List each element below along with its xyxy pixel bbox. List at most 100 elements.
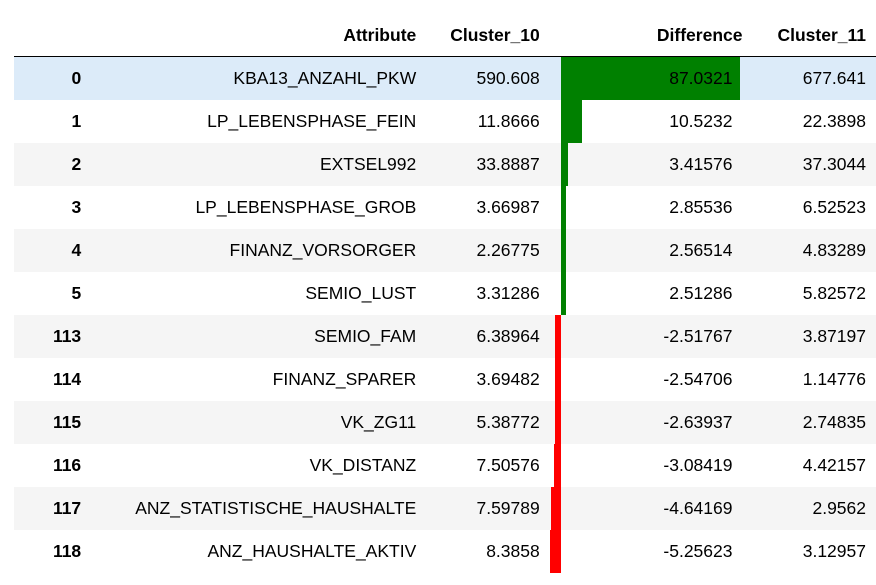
cell-cluster-11: 1.14776 <box>752 357 876 401</box>
table-row: 116 VK_DISTANZ 7.50576 -3.08419 4.42157 <box>14 443 876 487</box>
row-index: 113 <box>14 314 92 358</box>
difference-bar-negative <box>555 357 561 401</box>
difference-bar-positive <box>560 271 566 315</box>
cell-cluster-10: 590.608 <box>426 56 550 100</box>
difference-value: -2.54706 <box>663 368 733 389</box>
cell-difference: -2.54706 <box>549 357 753 401</box>
cell-cluster-11: 5.82572 <box>752 271 876 315</box>
difference-bar-negative <box>549 529 561 573</box>
cell-difference: -2.63937 <box>549 400 753 444</box>
row-index: 115 <box>14 400 92 444</box>
cell-cluster-10: 3.66987 <box>426 185 550 229</box>
cell-cluster-11: 3.87197 <box>752 314 876 358</box>
cell-difference: 2.56514 <box>549 228 753 272</box>
difference-value: 2.56514 <box>669 239 733 260</box>
table-row: 1 LP_LEBENSPHASE_FEIN 11.8666 10.5232 22.389… <box>14 99 876 143</box>
cell-attribute: ANZ_STATISTISCHE_HAUSHALTE <box>91 486 427 530</box>
header-row: Attribute Cluster_10 Difference Cluster_… <box>14 14 876 57</box>
cell-attribute: ANZ_HAUSHALTE_AKTIV <box>91 529 427 573</box>
cell-cluster-10: 2.26775 <box>426 228 550 272</box>
cell-attribute: VK_DISTANZ <box>91 443 427 487</box>
cell-attribute: VK_ZG11 <box>91 400 427 444</box>
difference-value: 10.5232 <box>669 110 733 131</box>
table-row: 118 ANZ_HAUSHALTE_AKTIV 8.3858 -5.25623 3.12… <box>14 529 876 573</box>
cell-attribute: SEMIO_FAM <box>91 314 427 358</box>
header-cluster-11: Cluster_11 <box>752 14 876 57</box>
cell-cluster-10: 6.38964 <box>426 314 550 358</box>
cell-difference: 87.0321 <box>549 56 753 100</box>
row-index: 1 <box>14 99 92 143</box>
cell-cluster-11: 3.12957 <box>752 529 876 573</box>
row-index: 3 <box>14 185 92 229</box>
cell-attribute: EXTSEL992 <box>91 142 427 186</box>
difference-value: 2.85536 <box>669 196 733 217</box>
difference-value: -3.08419 <box>663 454 733 475</box>
row-index: 4 <box>14 228 92 272</box>
cell-cluster-11: 2.9562 <box>752 486 876 530</box>
header-attribute: Attribute <box>91 14 427 57</box>
difference-bar-positive <box>560 185 567 229</box>
cell-cluster-10: 3.31286 <box>426 271 550 315</box>
difference-value: 2.51286 <box>669 282 733 303</box>
cell-cluster-10: 8.3858 <box>426 529 550 573</box>
table-row: 114 FINANZ_SPARER 3.69482 -2.54706 1.14776 <box>14 357 876 401</box>
cell-difference: 10.5232 <box>549 99 753 143</box>
cell-cluster-11: 22.3898 <box>752 99 876 143</box>
row-index: 0 <box>14 56 92 100</box>
cell-cluster-11: 4.83289 <box>752 228 876 272</box>
row-index: 114 <box>14 357 92 401</box>
cell-attribute: FINANZ_VORSORGER <box>91 228 427 272</box>
cell-cluster-11: 6.52523 <box>752 185 876 229</box>
difference-bar-negative <box>555 314 561 358</box>
table-row: 5 SEMIO_LUST 3.31286 2.51286 5.82572 <box>14 271 876 315</box>
header-difference: Difference <box>549 14 753 57</box>
table-row: 115 VK_ZG11 5.38772 -2.63937 2.74835 <box>14 400 876 444</box>
cell-attribute: LP_LEBENSPHASE_GROB <box>91 185 427 229</box>
cell-difference: 3.41576 <box>549 142 753 186</box>
row-index: 118 <box>14 529 92 573</box>
table-row: 113 SEMIO_FAM 6.38964 -2.51767 3.87197 <box>14 314 876 358</box>
table-row: 0 KBA13_ANZAHL_PKW 590.608 87.0321 677.641 <box>14 56 876 100</box>
cell-difference: -4.64169 <box>549 486 753 530</box>
cell-cluster-11: 677.641 <box>752 56 876 100</box>
cell-cluster-10: 11.8666 <box>426 99 550 143</box>
cell-cluster-10: 33.8887 <box>426 142 550 186</box>
difference-bar-positive <box>560 228 566 272</box>
difference-bar-positive <box>560 99 583 143</box>
table-body: 0 KBA13_ANZAHL_PKW 590.608 87.0321 677.641 1 L… <box>14 56 876 573</box>
cell-difference: 2.51286 <box>549 271 753 315</box>
cell-attribute: FINANZ_SPARER <box>91 357 427 401</box>
cell-cluster-10: 7.59789 <box>426 486 550 530</box>
table-row: 117 ANZ_STATISTISCHE_HAUSHALTE 7.59789 -4.6… <box>14 486 876 530</box>
table-row: 3 LP_LEBENSPHASE_GROB 3.66987 2.85536 6.5252… <box>14 185 876 229</box>
difference-value: -5.25623 <box>663 540 733 561</box>
cell-cluster-11: 2.74835 <box>752 400 876 444</box>
cell-cluster-11: 4.42157 <box>752 443 876 487</box>
difference-value: -2.63937 <box>663 411 733 432</box>
table-row: 4 FINANZ_VORSORGER 2.26775 2.56514 4.83289 <box>14 228 876 272</box>
dataframe-table: Attribute Cluster_10 Difference Cluster_… <box>14 14 876 573</box>
difference-value: 87.0321 <box>669 67 733 88</box>
cell-cluster-10: 5.38772 <box>426 400 550 444</box>
difference-value: -4.64169 <box>663 497 733 518</box>
row-index: 2 <box>14 142 92 186</box>
cell-difference: -2.51767 <box>549 314 753 358</box>
cell-cluster-10: 7.50576 <box>426 443 550 487</box>
difference-bar-negative <box>550 486 561 530</box>
table-row: 2 EXTSEL992 33.8887 3.41576 37.3044 <box>14 142 876 186</box>
difference-bar-positive <box>560 57 740 100</box>
cell-attribute: LP_LEBENSPHASE_FEIN <box>91 99 427 143</box>
difference-bar-negative <box>554 443 561 487</box>
difference-bar-negative <box>555 400 561 444</box>
difference-value: 3.41576 <box>669 153 733 174</box>
cell-cluster-10: 3.69482 <box>426 357 550 401</box>
difference-bar-positive <box>560 142 568 186</box>
row-index: 5 <box>14 271 92 315</box>
row-index: 116 <box>14 443 92 487</box>
cell-difference: -3.08419 <box>549 443 753 487</box>
cell-attribute: SEMIO_LUST <box>91 271 427 315</box>
difference-value: -2.51767 <box>663 325 733 346</box>
cell-cluster-11: 37.3044 <box>752 142 876 186</box>
row-index: 117 <box>14 486 92 530</box>
cell-attribute: KBA13_ANZAHL_PKW <box>91 56 427 100</box>
